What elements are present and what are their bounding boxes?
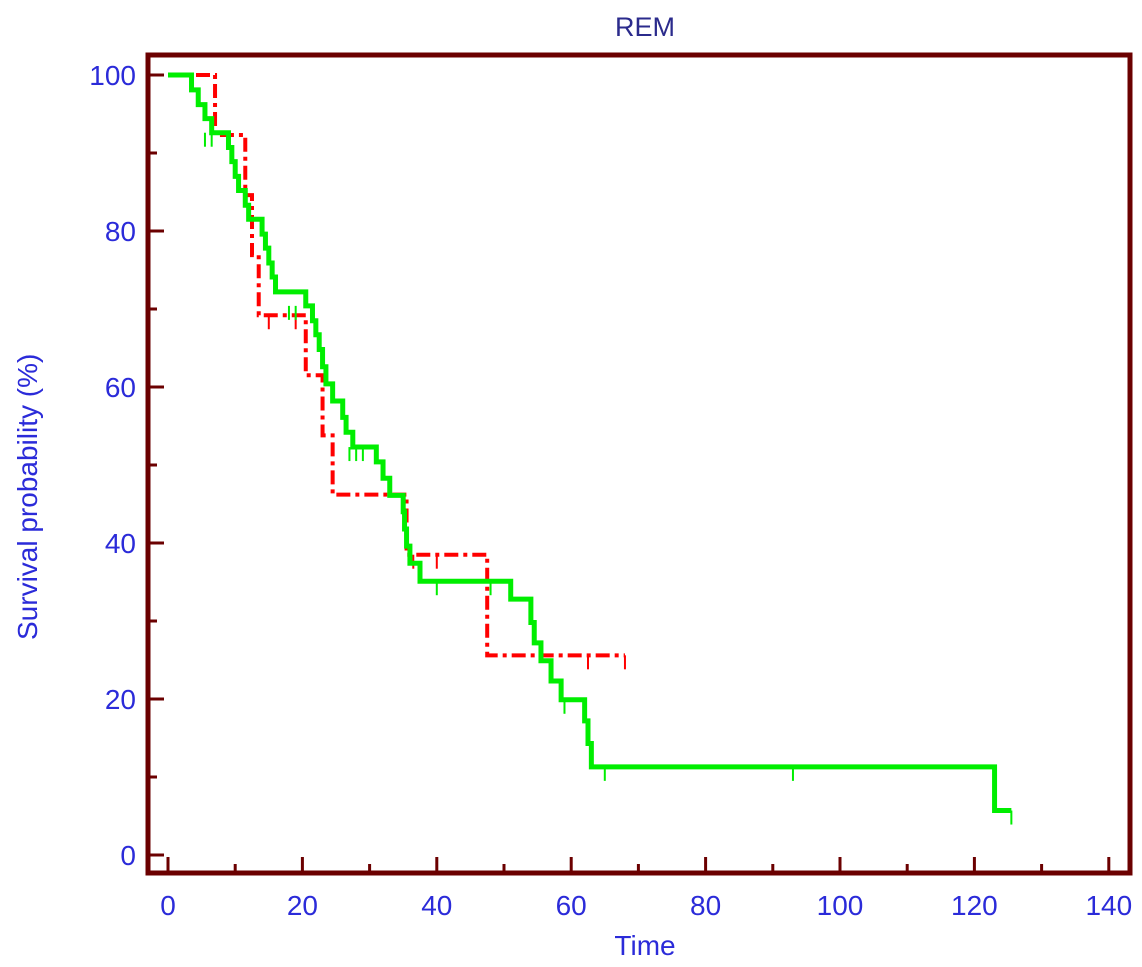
y-tick-label: 0 [120,840,136,871]
x-tick-label: 0 [160,890,176,921]
x-tick-label: 40 [421,890,452,921]
x-tick-label: 60 [556,890,587,921]
axes: 0 20 40 60 80 100 120 140 0 20 40 60 80 100 [89,60,1132,921]
series-group [168,72,1013,825]
x-tick-label: 80 [690,890,721,921]
series-2 [168,72,1013,825]
y-tick-label: 60 [105,372,136,403]
x-tick-label: 140 [1085,890,1132,921]
x-tick-label: 120 [951,890,998,921]
chart-title: REM [615,12,675,42]
y-axis-label: Survival probability (%) [12,353,43,640]
x-tick-label: 20 [287,890,318,921]
plot-frame [145,52,1133,876]
y-tick-label: 80 [105,216,136,247]
y-tick-label: 40 [105,528,136,559]
x-axis-label: Time [614,930,676,961]
y-tick-label: 100 [89,60,136,91]
y-tick-label: 20 [105,684,136,715]
survival-curve [168,72,1012,814]
x-tick-label: 100 [817,890,864,921]
